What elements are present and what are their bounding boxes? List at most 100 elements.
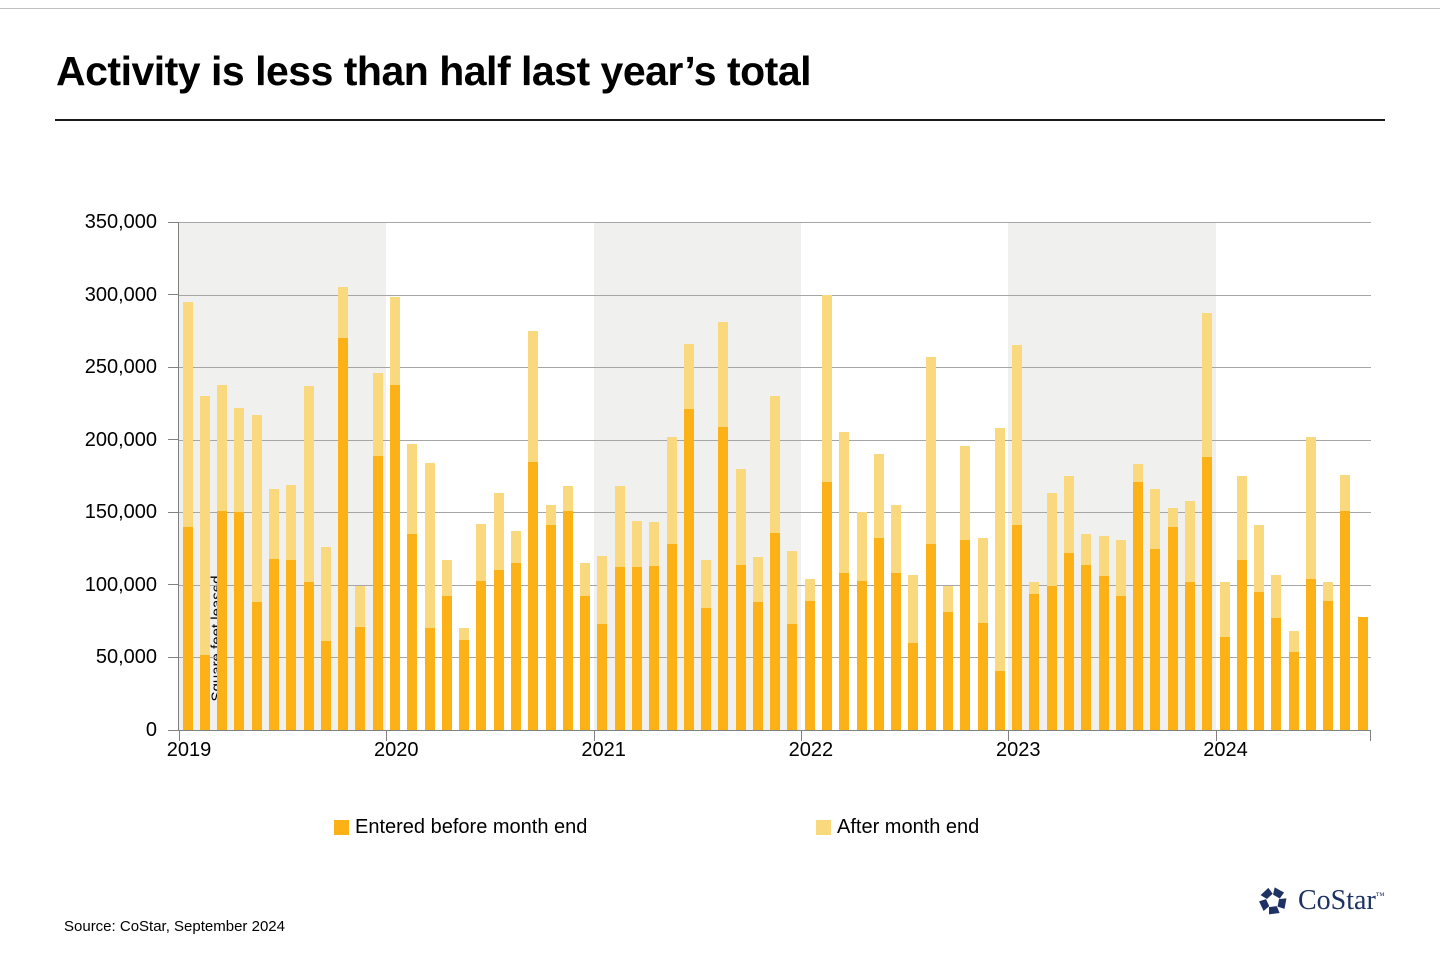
bar-2024-03-after-segment [1254, 525, 1265, 593]
legend-item-after: After month end [816, 816, 979, 839]
x-year-label-2020: 2020 [374, 739, 419, 761]
year-band-2021 [593, 222, 801, 730]
bar-2019-07-after-segment [286, 484, 297, 561]
bar-2019-11-after-segment [355, 586, 366, 627]
bar-2021-03-after-segment [631, 521, 642, 568]
x-tick-2021 [593, 730, 595, 741]
bar-2022-06-after-segment [891, 505, 902, 574]
bar-2019-03-before-segment [217, 510, 228, 730]
bar-2024-01-before-segment [1219, 637, 1230, 730]
bar-2023-10-before-segment [1167, 526, 1178, 730]
y-tick-350000 [168, 221, 178, 223]
bar-2023-04 [1063, 476, 1074, 730]
bar-2024-08 [1340, 474, 1351, 730]
bar-2021-09-before-segment [735, 564, 746, 730]
bar-slot-2022-03 [836, 222, 853, 730]
bar-series-container [179, 222, 1371, 730]
bar-2021-01 [597, 555, 608, 730]
bar-2021-04-before-segment [649, 566, 660, 730]
bar-2021-09-after-segment [735, 468, 746, 565]
gridline-250000 [179, 367, 1371, 369]
bar-2022-02-after-segment [822, 294, 833, 482]
bar-slot-2020-11 [559, 222, 576, 730]
bar-slot-2022-08 [922, 222, 939, 730]
bar-slot-2020-07 [490, 222, 507, 730]
bar-2020-09-before-segment [528, 461, 539, 730]
bar-2020-01-before-segment [390, 384, 401, 730]
source-note: Source: CoStar, September 2024 [64, 918, 285, 935]
bar-2019-08 [303, 386, 314, 730]
x-tick-2023 [1008, 730, 1010, 741]
bar-2020-10-before-segment [545, 525, 556, 730]
bar-2023-05 [1081, 534, 1092, 730]
y-tick-50000 [168, 656, 178, 658]
bar-2020-02 [407, 444, 418, 730]
bar-2021-08 [718, 322, 729, 730]
bar-slot-2023-03 [1043, 222, 1060, 730]
bar-2019-09 [320, 547, 331, 730]
bar-slot-2023-04 [1060, 222, 1077, 730]
bar-2021-05-before-segment [666, 544, 677, 730]
bar-2022-01-after-segment [804, 579, 815, 601]
bar-2020-04-after-segment [441, 560, 452, 597]
bar-slot-2019-04 [231, 222, 248, 730]
gridline-300000 [179, 294, 1371, 296]
bar-2021-02-after-segment [614, 486, 625, 568]
bar-slot-2021-11 [767, 222, 784, 730]
bar-2021-07 [701, 560, 712, 730]
bar-2023-11 [1184, 500, 1195, 730]
bar-2022-12 [994, 428, 1005, 730]
bar-2022-05-before-segment [873, 538, 884, 730]
bar-2021-09 [735, 468, 746, 730]
legend-label-entered-before: Entered before month end [355, 816, 588, 838]
bar-slot-2024-06 [1302, 222, 1319, 730]
bar-2024-07-after-segment [1323, 581, 1334, 601]
bar-2024-09-before-segment [1357, 616, 1368, 730]
bar-2023-11-after-segment [1184, 500, 1195, 582]
bar-slot-2021-12 [784, 222, 801, 730]
costar-tm-mark: ™ [1375, 890, 1385, 901]
bar-2019-08-after-segment [303, 386, 314, 582]
bar-slot-2024-07 [1320, 222, 1337, 730]
bar-2021-11-after-segment [770, 396, 781, 533]
page-top-border [0, 8, 1440, 9]
bar-2022-08 [925, 357, 936, 730]
bar-2024-03-before-segment [1254, 592, 1265, 730]
x-tick-2024 [1215, 730, 1217, 741]
bar-2024-04-after-segment [1271, 574, 1282, 619]
bar-2021-02 [614, 486, 625, 730]
bar-2022-06 [891, 505, 902, 730]
bar-2023-01-before-segment [1012, 525, 1023, 730]
costar-logo: CoStar™ [1256, 884, 1385, 918]
bar-slot-2022-02 [818, 222, 835, 730]
bar-2023-05-after-segment [1081, 534, 1092, 565]
legend-swatch-after-icon [816, 820, 831, 835]
bar-2020-04-before-segment [441, 596, 452, 730]
bar-2019-02-before-segment [199, 654, 210, 730]
bar-2021-08-before-segment [718, 426, 729, 730]
bar-2020-06 [476, 523, 487, 730]
bar-slot-2024-08 [1337, 222, 1354, 730]
bar-2022-12-after-segment [994, 428, 1005, 671]
bar-slot-2021-10 [749, 222, 766, 730]
bar-2023-02-after-segment [1029, 581, 1040, 594]
bar-2022-11-before-segment [977, 622, 988, 730]
bar-2022-08-before-segment [925, 544, 936, 730]
bar-slot-2021-06 [680, 222, 697, 730]
bar-2023-02 [1029, 581, 1040, 730]
bar-2022-04-before-segment [856, 580, 867, 730]
bar-slot-2019-01 [179, 222, 196, 730]
bar-slot-2019-11 [352, 222, 369, 730]
bar-2023-12 [1202, 313, 1213, 730]
bar-2023-09-before-segment [1150, 548, 1161, 730]
bar-2022-10-after-segment [960, 445, 971, 540]
bar-slot-2022-11 [974, 222, 991, 730]
bar-2020-02-after-segment [407, 444, 418, 535]
y-tick-label-100000: 100,000 [84, 573, 157, 596]
bar-2020-01 [390, 297, 401, 730]
bar-2024-07-before-segment [1323, 600, 1334, 730]
bar-2022-07-after-segment [908, 574, 919, 643]
bar-2023-01 [1012, 345, 1023, 730]
bar-2020-03-before-segment [424, 628, 435, 730]
